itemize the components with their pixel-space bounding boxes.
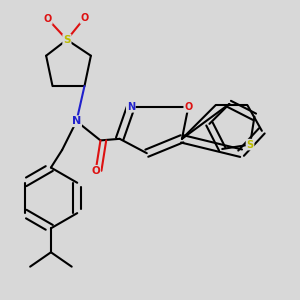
Text: O: O	[44, 14, 52, 24]
Text: S: S	[247, 140, 254, 150]
Text: N: N	[72, 116, 81, 126]
Text: S: S	[63, 35, 71, 45]
Text: O: O	[91, 166, 100, 176]
Text: O: O	[80, 13, 88, 23]
Text: O: O	[184, 102, 193, 112]
Text: N: N	[127, 102, 135, 112]
